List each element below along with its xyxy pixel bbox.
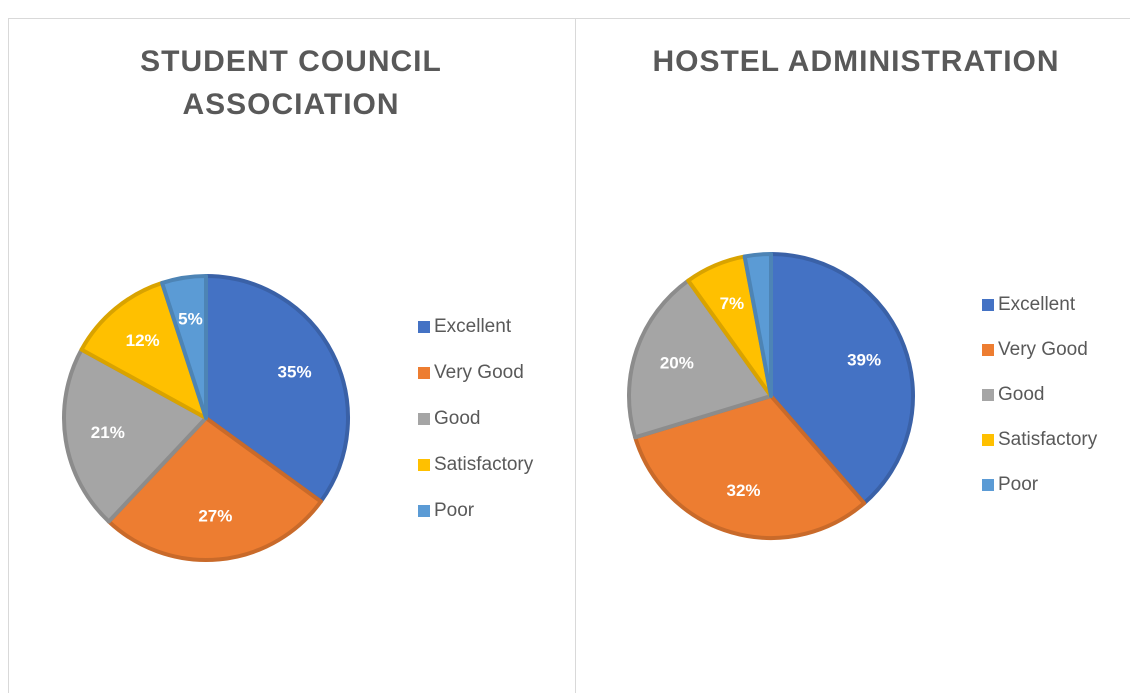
pie-slice bbox=[160, 274, 208, 420]
legend-swatch bbox=[982, 479, 994, 491]
data-label: 5% bbox=[178, 309, 203, 328]
legend-label: Satisfactory bbox=[434, 454, 534, 475]
pie-slice bbox=[627, 278, 773, 440]
pie-slice bbox=[79, 280, 208, 420]
legend-swatch bbox=[982, 434, 994, 446]
legend-swatch bbox=[418, 321, 430, 333]
data-label: 39% bbox=[847, 351, 881, 370]
data-label: 27% bbox=[198, 506, 232, 525]
legend-swatch bbox=[418, 505, 430, 517]
legend-label: Excellent bbox=[434, 316, 512, 337]
data-label: 20% bbox=[660, 354, 694, 373]
legend-swatch bbox=[418, 367, 430, 379]
legend-label: Satisfactory bbox=[998, 429, 1098, 450]
legend-label: Very Good bbox=[434, 362, 524, 383]
data-label: 7% bbox=[720, 294, 745, 313]
legend-swatch bbox=[982, 344, 994, 356]
pie-slice bbox=[204, 274, 350, 504]
pie-slice bbox=[62, 347, 208, 524]
data-label: 35% bbox=[278, 362, 312, 381]
data-label: 12% bbox=[126, 331, 160, 350]
legend-swatch bbox=[418, 413, 430, 425]
pie-slice bbox=[742, 252, 773, 398]
pie-slice bbox=[106, 416, 323, 562]
chart-title: STUDENT COUNCIL ASSOCIATION bbox=[140, 45, 442, 121]
pie-slice bbox=[633, 394, 867, 540]
legend-label: Good bbox=[998, 384, 1044, 405]
legend-label: Good bbox=[434, 408, 480, 429]
legend-label: Poor bbox=[434, 500, 475, 521]
chart-title: HOSTEL ADMINISTRATION bbox=[652, 45, 1060, 78]
legend-swatch bbox=[982, 299, 994, 311]
data-label: 21% bbox=[91, 423, 125, 442]
legend-label: Excellent bbox=[998, 294, 1076, 315]
chart-panel bbox=[575, 18, 1130, 693]
legend-swatch bbox=[982, 389, 994, 401]
legend-label: Very Good bbox=[998, 339, 1088, 360]
data-label: 32% bbox=[727, 481, 761, 500]
legend-label: Poor bbox=[998, 474, 1039, 495]
legend-swatch bbox=[418, 459, 430, 471]
pie-slice bbox=[769, 252, 915, 506]
